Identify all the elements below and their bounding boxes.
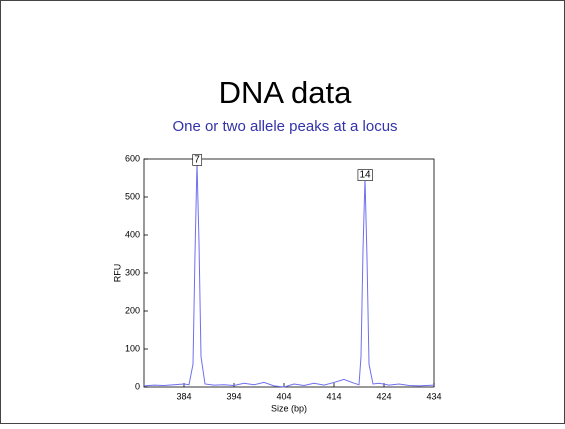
y-tick-label: 600 xyxy=(125,153,140,163)
peak-label-box xyxy=(192,154,203,166)
y-tick-label: 400 xyxy=(125,229,140,239)
slide-title: DNA data xyxy=(219,75,352,110)
peak-label: 14 xyxy=(359,170,371,181)
data-line xyxy=(143,162,435,388)
peak-label-box xyxy=(357,169,373,181)
y-tick-label: 500 xyxy=(125,191,140,201)
x-tick-label: 404 xyxy=(276,391,291,401)
y-tick-label: 200 xyxy=(125,305,140,315)
x-tick-label: 424 xyxy=(376,391,391,401)
x-tick-label: 384 xyxy=(176,391,191,401)
y-tick-label: 0 xyxy=(135,381,140,391)
y-axis-label: RFU xyxy=(112,264,122,283)
slide-subtitle: One or two allele peaks at a locus xyxy=(172,118,397,135)
y-tick-label: 100 xyxy=(125,343,140,353)
x-tick-label: 414 xyxy=(326,391,341,401)
peak-label: 7 xyxy=(194,154,200,165)
x-axis-label: Size (bp) xyxy=(271,403,307,413)
y-tick-label: 300 xyxy=(125,267,140,277)
x-tick-label: 434 xyxy=(426,391,441,401)
x-tick-label: 394 xyxy=(226,391,241,401)
